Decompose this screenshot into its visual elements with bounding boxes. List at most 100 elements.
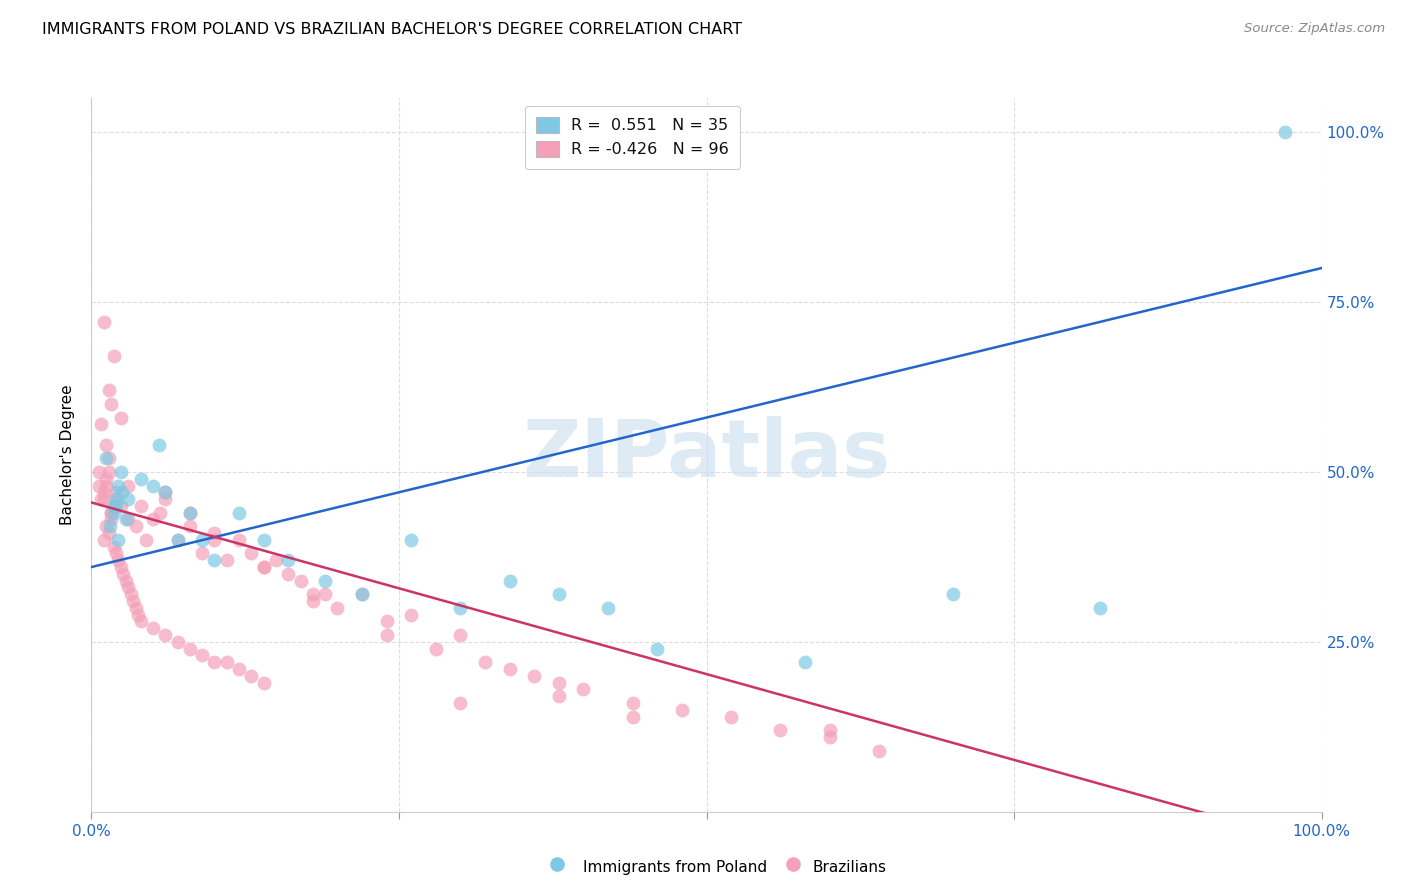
Point	[96, 438, 117, 452]
Point	[596, 600, 619, 615]
Point	[202, 533, 225, 547]
Point	[301, 587, 323, 601]
Y-axis label: Bachelor's Degree: Bachelor's Degree	[60, 384, 76, 525]
Point	[166, 533, 188, 547]
Point	[103, 350, 125, 364]
Point	[103, 506, 125, 520]
Point	[97, 526, 120, 541]
Point	[547, 675, 569, 690]
Point	[572, 682, 595, 697]
Point	[1274, 125, 1296, 139]
Point	[449, 600, 471, 615]
Point	[498, 662, 520, 676]
Point	[148, 438, 170, 452]
Point	[215, 553, 238, 567]
Point	[671, 703, 693, 717]
Point	[96, 472, 117, 486]
Point	[352, 587, 374, 601]
Point	[240, 546, 263, 560]
Point	[107, 533, 129, 547]
Point	[142, 512, 165, 526]
Point	[399, 607, 422, 622]
Point	[547, 689, 569, 703]
Point	[179, 506, 201, 520]
Point	[110, 410, 132, 425]
Point	[114, 512, 138, 526]
Point	[103, 499, 125, 513]
Point	[142, 621, 165, 635]
Point	[153, 485, 177, 500]
Point	[375, 628, 398, 642]
Point	[228, 506, 250, 520]
Point	[122, 594, 145, 608]
Point	[135, 533, 156, 547]
Point	[105, 492, 127, 507]
Point	[100, 512, 122, 526]
Point	[87, 478, 110, 492]
Point	[120, 587, 142, 601]
Point	[191, 546, 214, 560]
Point	[399, 533, 422, 547]
Point	[290, 574, 312, 588]
Point	[301, 594, 323, 608]
Point	[191, 533, 214, 547]
Point	[449, 696, 471, 710]
Point	[191, 648, 214, 663]
Point	[96, 478, 117, 492]
Point	[818, 730, 841, 744]
Point	[105, 499, 127, 513]
Point	[228, 662, 250, 676]
Point	[114, 574, 138, 588]
Point	[523, 669, 546, 683]
Point	[117, 492, 139, 507]
Point	[100, 506, 122, 520]
Point	[98, 519, 121, 533]
Point	[941, 587, 963, 601]
Point	[686, 703, 709, 717]
Point	[202, 553, 225, 567]
Point	[179, 641, 201, 656]
Point	[179, 519, 201, 533]
Text: Brazilians: Brazilians	[813, 860, 887, 874]
Point	[253, 560, 276, 574]
Point	[96, 519, 117, 533]
Point	[111, 485, 134, 500]
Point	[240, 669, 263, 683]
Point	[153, 492, 177, 507]
Point	[110, 560, 132, 574]
Point	[922, 703, 945, 717]
Point	[117, 581, 139, 595]
Point	[153, 628, 177, 642]
Point	[97, 451, 120, 466]
Point	[129, 499, 152, 513]
Point	[124, 519, 146, 533]
Point	[166, 635, 188, 649]
Point	[103, 540, 125, 554]
Point	[547, 587, 569, 601]
Point	[228, 533, 250, 547]
Point	[352, 587, 374, 601]
Point	[769, 723, 792, 738]
Text: ZIPatlas: ZIPatlas	[523, 416, 890, 494]
Point	[124, 600, 146, 615]
Point	[425, 641, 447, 656]
Point	[277, 553, 299, 567]
Point	[202, 526, 225, 541]
Point	[621, 696, 644, 710]
Point	[179, 506, 201, 520]
Point	[202, 655, 225, 669]
Legend: R =  0.551   N = 35, R = -0.426   N = 96: R = 0.551 N = 35, R = -0.426 N = 96	[524, 106, 741, 169]
Point	[253, 533, 276, 547]
Point	[129, 615, 152, 629]
Point	[103, 499, 125, 513]
Point	[97, 465, 120, 479]
Point	[105, 546, 127, 560]
Point	[129, 472, 152, 486]
Point	[253, 675, 276, 690]
Text: Immigrants from Poland: Immigrants from Poland	[583, 860, 768, 874]
Point	[110, 465, 132, 479]
Point	[97, 384, 120, 398]
Point	[720, 709, 742, 723]
Point	[314, 574, 336, 588]
Point	[621, 709, 644, 723]
